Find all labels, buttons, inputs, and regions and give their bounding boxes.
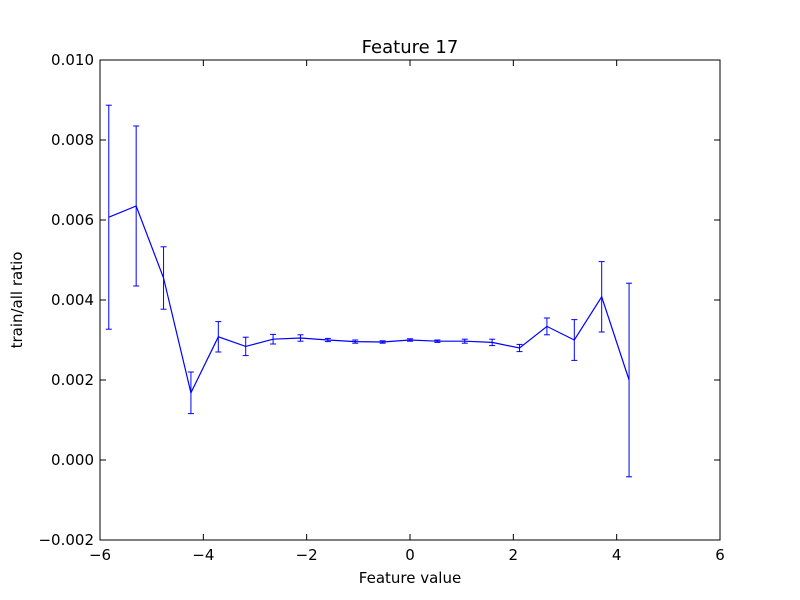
x-tick-label: −2	[296, 546, 318, 564]
y-tick-label: 0.000	[51, 451, 94, 469]
x-tick-label: 6	[715, 546, 725, 564]
x-axis-label: Feature value	[359, 569, 461, 587]
y-axis-label: train/all ratio	[8, 252, 26, 349]
x-tick-label: −6	[89, 546, 111, 564]
y-tick-label: 0.002	[51, 371, 94, 389]
chart-title: Feature 17	[362, 37, 459, 58]
x-tick-label: 4	[612, 546, 622, 564]
x-tick-label: 2	[509, 546, 519, 564]
y-tick-label: 0.004	[51, 291, 94, 309]
x-tick-label: 0	[405, 546, 415, 564]
y-tick-label: 0.006	[51, 211, 94, 229]
y-tick-label: −0.002	[38, 531, 94, 549]
plot-background	[100, 60, 720, 540]
plot-area: −6 −4 −2 0 2 4 6 −0.002 0.000 0.002 0.004 0.006 0.00…	[38, 51, 724, 564]
plot-frame	[99, 59, 721, 541]
y-tick-label: 0.008	[51, 131, 94, 149]
series-line	[108, 205, 630, 395]
x-tick-label: −4	[192, 546, 214, 564]
y-tick-label: 0.010	[51, 51, 94, 69]
